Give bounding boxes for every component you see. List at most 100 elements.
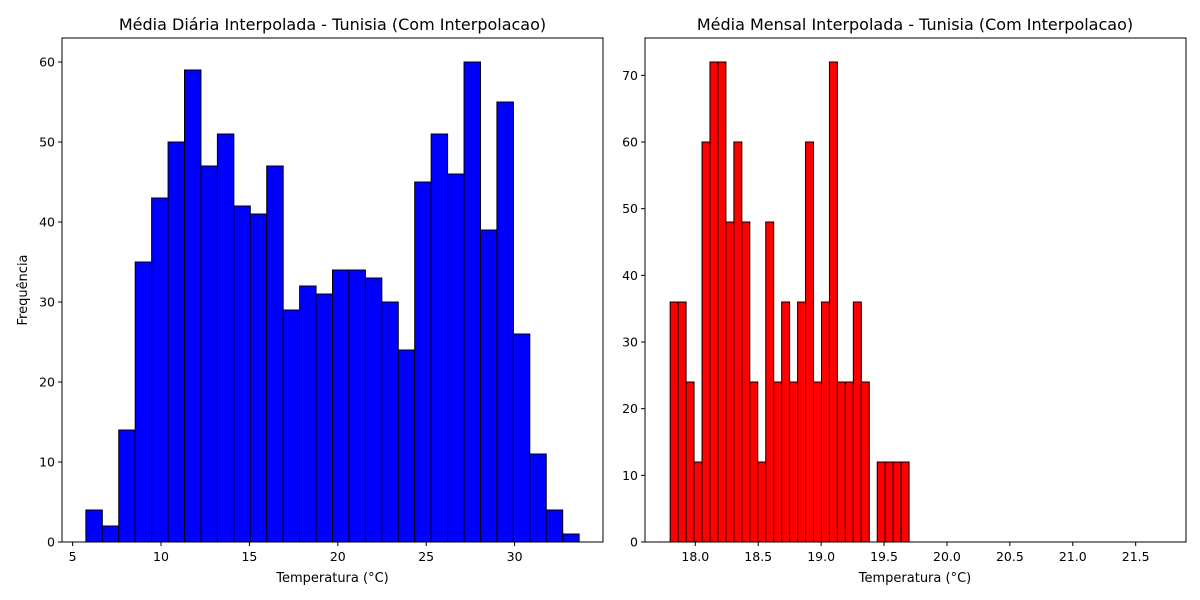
monthly-x-ticks: 18.0 18.5 19.0 19.5 20.0 20.5 21.0 21.5 <box>681 542 1150 564</box>
daily-x-tick-label: 25 <box>418 549 434 564</box>
monthly-bar <box>701 141 711 543</box>
monthly-y-tick-label: 0 <box>630 535 638 550</box>
daily-bar <box>430 133 449 543</box>
daily-bar <box>101 525 120 543</box>
daily-bar <box>332 269 350 543</box>
monthly-bar <box>852 301 862 543</box>
monthly-x-tick-label: 19.0 <box>807 549 835 564</box>
monthly-x-tick-label: 20.0 <box>933 549 961 564</box>
daily-bar <box>233 205 251 543</box>
monthly-bar <box>860 381 870 543</box>
monthly-bar <box>685 381 695 543</box>
monthly-y-tick-label: 50 <box>622 201 638 216</box>
monthly-y-ticks: 0 10 20 30 40 50 60 70 <box>622 68 645 550</box>
daily-y-tick-label: 40 <box>39 215 55 230</box>
monthly-bar <box>733 141 743 543</box>
monthly-bar <box>789 381 799 543</box>
daily-bar <box>496 101 514 543</box>
daily-x-tick-label: 15 <box>241 549 257 564</box>
monthly-bar <box>836 381 846 543</box>
monthly-bar <box>884 461 894 543</box>
monthly-bar <box>892 461 902 543</box>
daily-x-axis-label: Temperatura (°C) <box>275 571 388 586</box>
daily-axes-frame <box>61 37 604 543</box>
monthly-bar <box>717 61 727 543</box>
daily-y-tick-label: 10 <box>39 455 55 470</box>
monthly-x-tick-label: 20.5 <box>996 549 1024 564</box>
daily-bar <box>348 269 366 543</box>
daily-bar <box>545 509 564 543</box>
daily-bar <box>562 533 580 543</box>
monthly-bar <box>669 301 679 543</box>
monthly-x-tick-label: 21.5 <box>1122 549 1150 564</box>
daily-x-tick-label: 20 <box>330 549 346 564</box>
daily-y-axis-label: Frequência <box>16 254 31 325</box>
daily-y-tick-label: 0 <box>47 535 55 550</box>
daily-x-tick-label: 5 <box>69 549 77 564</box>
daily-bar <box>151 197 169 543</box>
daily-y-ticks: 0 10 20 30 40 50 60 <box>39 55 62 550</box>
daily-bar <box>447 173 465 543</box>
monthly-bar <box>876 461 886 543</box>
monthly-x-tick-label: 21.0 <box>1059 549 1087 564</box>
daily-y-tick-label: 30 <box>39 295 55 310</box>
daily-bars <box>85 61 580 543</box>
daily-bar <box>184 69 202 543</box>
monthly-axes-frame <box>644 37 1187 543</box>
monthly-bar <box>781 301 791 543</box>
monthly-bar <box>844 381 854 543</box>
daily-bar <box>529 453 547 543</box>
monthly-bar <box>820 301 830 543</box>
monthly-bar <box>828 61 838 543</box>
daily-bar <box>479 229 498 543</box>
daily-bar <box>266 165 284 543</box>
monthly-bar <box>757 461 767 543</box>
monthly-bar <box>693 461 703 543</box>
daily-bar <box>364 277 383 543</box>
daily-bar <box>249 213 268 543</box>
monthly-x-tick-label: 18.5 <box>744 549 772 564</box>
monthly-bar <box>900 461 910 543</box>
daily-bar <box>85 509 103 543</box>
daily-y-tick-label: 60 <box>39 55 55 70</box>
daily-bar <box>282 309 301 543</box>
monthly-bar <box>765 221 775 543</box>
daily-x-ticks: 5 10 15 20 25 30 <box>69 542 523 564</box>
monthly-bar <box>709 61 719 543</box>
daily-bar <box>299 285 317 543</box>
daily-bar <box>167 141 186 543</box>
monthly-bar <box>725 221 735 543</box>
daily-bar <box>200 165 218 543</box>
monthly-bar <box>749 381 759 543</box>
daily-histogram-title: Média Diária Interpolada - Tunisia (Com … <box>119 15 546 34</box>
monthly-x-tick-label: 19.5 <box>870 549 898 564</box>
monthly-bar <box>773 381 783 543</box>
monthly-histogram-title: Média Mensal Interpolada - Tunisia (Com … <box>697 15 1133 34</box>
monthly-y-tick-label: 40 <box>622 268 638 283</box>
daily-bar <box>315 293 333 543</box>
daily-bar <box>463 61 481 543</box>
daily-bar <box>397 349 416 543</box>
monthly-histogram: Média Mensal Interpolada - Tunisia (Com … <box>622 15 1187 586</box>
monthly-y-tick-label: 60 <box>622 135 638 150</box>
daily-bar <box>134 261 153 543</box>
monthly-bar <box>797 301 807 543</box>
monthly-y-tick-label: 20 <box>622 401 638 416</box>
monthly-y-tick-label: 70 <box>622 68 638 83</box>
daily-x-tick-label: 30 <box>507 549 523 564</box>
monthly-bar <box>741 221 751 543</box>
daily-y-tick-label: 50 <box>39 135 55 150</box>
daily-bar <box>414 181 432 543</box>
monthly-x-tick-label: 18.0 <box>681 549 709 564</box>
daily-x-tick-label: 10 <box>153 549 169 564</box>
monthly-x-axis-label: Temperatura (°C) <box>858 571 971 586</box>
monthly-bar <box>813 381 822 543</box>
monthly-y-tick-label: 30 <box>622 335 638 350</box>
monthly-bar <box>677 301 687 543</box>
daily-y-tick-label: 20 <box>39 375 55 390</box>
monthly-bar <box>805 141 815 543</box>
daily-bar <box>381 301 399 543</box>
daily-bar <box>118 429 136 543</box>
daily-bar <box>216 133 235 543</box>
